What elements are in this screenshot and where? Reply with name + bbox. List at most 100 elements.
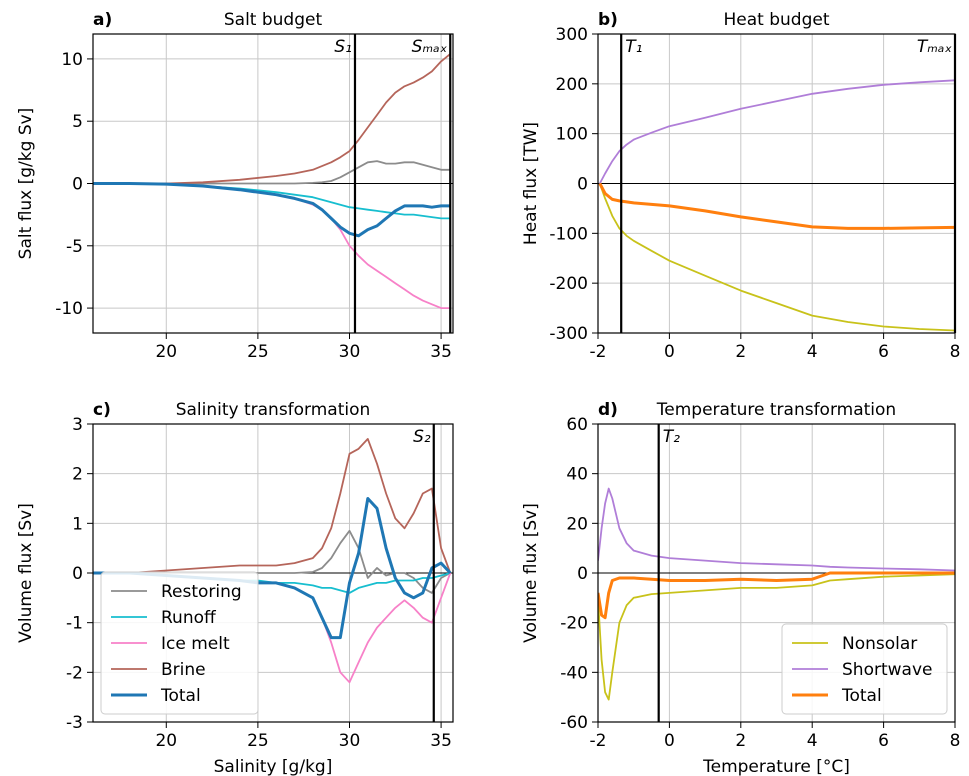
- x-tick-label: 30: [339, 731, 361, 751]
- vertical-line-label: T₂: [663, 427, 680, 447]
- series-line: [598, 487, 955, 572]
- x-tick-label: 8: [950, 731, 961, 751]
- x-tick-label: 4: [807, 342, 818, 362]
- y-tick-label: 0: [577, 564, 588, 584]
- y-axis-label: Volume flux [Sv]: [16, 503, 36, 643]
- plot-area: [598, 79, 955, 332]
- y-tick-label: 2: [72, 465, 83, 485]
- axes-frame: [92, 423, 454, 723]
- x-tick-label: 2: [735, 731, 746, 751]
- panel-title: Heat budget: [723, 10, 829, 30]
- legend: Restoring Runoff Ice melt Brine Total: [100, 571, 259, 715]
- y-tick-label: -300: [549, 324, 588, 344]
- series-line: [93, 182, 451, 238]
- legend-label: Total: [841, 686, 882, 706]
- y-tick-label: -5: [66, 237, 83, 257]
- x-tick-label: 20: [155, 731, 177, 751]
- legend-box: [781, 623, 948, 715]
- panel-title: Temperature transformation: [656, 400, 896, 420]
- panel-label: b): [598, 10, 618, 30]
- y-tick-label: 0: [72, 564, 83, 584]
- series-line: [598, 573, 955, 701]
- panel: 20 25 30 35 -10 -5 0 5 10 S₁ Sₘₐₓ a) Salt budget Salt…: [16, 10, 454, 362]
- y-axis-label: Salt flux [g/kg Sv]: [16, 108, 36, 260]
- y-tick-label: 20: [566, 514, 588, 534]
- series-line: [93, 438, 452, 574]
- x-tick-label: -2: [590, 731, 607, 751]
- y-tick-label: 60: [566, 415, 588, 435]
- y-tick-label: -40: [560, 663, 588, 683]
- x-tick-label: 35: [430, 731, 452, 751]
- vertical-line-label: Sₘₐₓ: [412, 37, 448, 57]
- y-tick-label: -3: [66, 713, 83, 733]
- y-tick-label: 3: [72, 415, 83, 435]
- y-tick-label: -100: [549, 224, 588, 244]
- x-tick-label: 25: [247, 342, 269, 362]
- series-line: [599, 79, 955, 184]
- y-tick-label: 300: [556, 25, 588, 45]
- x-tick-label: 6: [878, 731, 889, 751]
- y-tick-label: 1: [72, 514, 83, 534]
- vertical-line-label: T₁: [625, 37, 642, 57]
- y-tick-label: 200: [556, 75, 588, 95]
- x-tick-label: 4: [807, 731, 818, 751]
- series-line: [598, 571, 955, 620]
- x-tick-label: 25: [247, 731, 269, 751]
- series-line: [598, 183, 955, 332]
- x-tick-label: -2: [590, 342, 607, 362]
- panel-label: d): [598, 400, 618, 420]
- y-tick-label: -200: [549, 274, 588, 294]
- y-tick-label: 0: [577, 175, 588, 195]
- axes-frame: [597, 33, 956, 334]
- panel: -2 0 2 4 6 8 -300 -200 -100 0 100 200 300 T₁ Tₘₐₓ b) Hea…: [521, 10, 960, 362]
- x-tick-label: 20: [155, 342, 177, 362]
- vertical-line-label: S₂: [413, 427, 431, 447]
- y-tick-label: -2: [66, 663, 83, 683]
- y-tick-label: -60: [560, 713, 588, 733]
- plot-area: [598, 487, 955, 701]
- x-tick-label: 0: [664, 731, 675, 751]
- axes-frame: [597, 423, 956, 723]
- y-axis-label: Heat flux [TW]: [521, 122, 541, 245]
- panel-title: Salinity transformation: [176, 400, 371, 420]
- panel: 20 25 30 35 -3 -2 -1 0 1 2 3 S₂ c) Salinity transform…: [16, 400, 454, 776]
- vertical-line-label: S₁: [334, 37, 352, 57]
- legend-box: [100, 571, 259, 715]
- legend-label: Ice melt: [161, 634, 230, 654]
- axes-frame: [92, 33, 454, 334]
- y-tick-label: 10: [61, 50, 83, 70]
- y-tick-label: -20: [560, 614, 588, 634]
- x-axis-label: Salinity [g/kg]: [214, 757, 333, 776]
- y-tick-label: 0: [72, 175, 83, 195]
- legend-label: Runoff: [161, 608, 217, 628]
- panel-label: a): [93, 10, 112, 30]
- series-line: [598, 182, 955, 230]
- legend: Nonsolar Shortwave Total: [781, 623, 948, 715]
- vertical-line-label: Tₘₐₓ: [917, 37, 953, 57]
- x-axis-label: Temperature [°C]: [702, 757, 850, 776]
- panel-title: Salt budget: [224, 10, 323, 30]
- x-tick-label: 35: [430, 342, 452, 362]
- series-line: [93, 182, 451, 220]
- plot-area: [93, 53, 451, 309]
- x-tick-label: 2: [735, 342, 746, 362]
- panel-label: c): [93, 400, 111, 420]
- legend-label: Nonsolar: [842, 634, 917, 654]
- y-tick-label: -1: [66, 614, 83, 634]
- x-tick-label: 6: [878, 342, 889, 362]
- y-axis-label: Volume flux [Sv]: [521, 503, 541, 643]
- series-line: [93, 160, 451, 185]
- series-line: [93, 53, 451, 185]
- y-tick-label: -10: [55, 299, 83, 319]
- legend-label: Shortwave: [842, 660, 932, 680]
- legend-label: Total: [160, 686, 201, 706]
- x-tick-label: 30: [339, 342, 361, 362]
- x-tick-label: 0: [664, 342, 675, 362]
- legend-label: Restoring: [161, 582, 242, 602]
- y-tick-label: 100: [556, 125, 588, 145]
- y-tick-label: 40: [566, 465, 588, 485]
- y-tick-label: 5: [72, 112, 83, 132]
- legend-label: Brine: [161, 660, 206, 680]
